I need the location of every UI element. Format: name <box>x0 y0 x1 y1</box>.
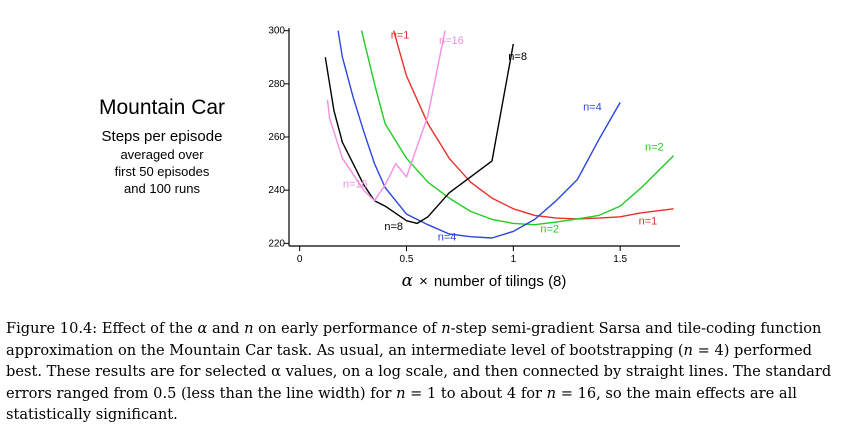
y-tick-label: 300 <box>268 26 285 37</box>
x-tick-label: 1.5 <box>613 254 627 265</box>
caption-text: = 4) performed <box>692 341 812 359</box>
figure-caption: Figure 10.4: Effect of the α and n on ea… <box>6 318 862 426</box>
y-label-line-3: first 50 episodes <box>115 164 210 179</box>
series-line-n-4 <box>337 30 621 239</box>
caption-line-1: Figure 10.4: Effect of the α and n on ea… <box>6 318 862 340</box>
caption-text: = 1 to about 4 for <box>405 384 547 402</box>
plot-area: 220 240 260 280 300 0 0.5 1 1.5 n=1 n=1 n=2 n=2 n=4… <box>268 26 680 265</box>
y-label-line-2: averaged over <box>120 147 204 162</box>
y-ticks: 220 240 260 280 300 <box>268 26 289 249</box>
caption-line-4: errors ranged from 0.5 (less than the li… <box>6 383 862 405</box>
series-label-n-4: n=4 <box>438 232 457 244</box>
series-label-n-2: n=2 <box>540 224 559 236</box>
series-labels: n=1 n=1 n=2 n=2 n=4 n=4 n=8 n=8 n=16 n=16 <box>343 30 664 244</box>
series-label-n-16: n=16 <box>439 35 464 47</box>
y-label-line-4: and 100 runs <box>124 181 200 196</box>
series-label-n-8: n=8 <box>508 51 527 63</box>
caption-text: -step semi-gradient Sarsa and tile-codin… <box>450 320 822 337</box>
caption-line-2: approximation on the Mountain Car task. … <box>6 340 862 362</box>
series-line-n-2 <box>360 30 675 226</box>
series-line-n-8 <box>324 43 514 225</box>
y-tick-label: 280 <box>268 79 285 90</box>
chart-title: Mountain Car <box>99 96 225 119</box>
y-tick-label: 240 <box>268 185 285 196</box>
series-label-n-16: n=16 <box>343 179 368 191</box>
caption-text: and <box>207 320 245 337</box>
caption-text: Figure 10.4: Effect of the <box>6 320 198 337</box>
caption-text: approximation on the Mountain Car task. … <box>6 341 684 359</box>
caption-math: n <box>683 341 693 359</box>
series-label-n-4: n=4 <box>583 101 602 113</box>
x-ticks: 0 0.5 1 1.5 <box>297 246 628 265</box>
x-label-rest: number of tilings (8) <box>434 273 567 290</box>
y-label-line-1: Steps per episode <box>102 128 223 145</box>
caption-math: n <box>244 320 254 337</box>
series-label-n-1: n=1 <box>391 30 410 42</box>
series-label-n-1: n=1 <box>639 216 658 228</box>
y-tick-label: 220 <box>268 238 285 249</box>
caption-line-3: best. These results are for selected α v… <box>6 363 832 380</box>
x-tick-label: 0.5 <box>400 254 414 265</box>
x-label-alpha: α <box>402 271 414 291</box>
caption-line-5: statistically significant. <box>6 406 178 423</box>
caption-text: on early performance of <box>253 320 442 337</box>
series-line-n-1 <box>393 30 674 220</box>
x-tick-label: 1 <box>511 254 517 265</box>
y-tick-label: 260 <box>268 132 285 143</box>
caption-math: n <box>396 384 406 402</box>
mountain-car-chart: Mountain Car Steps per episode averaged … <box>99 26 680 291</box>
chart-title-block: Mountain Car Steps per episode averaged … <box>99 96 225 196</box>
caption-text: = 16, so the main effects are all <box>556 384 797 402</box>
caption-math: n <box>441 320 451 337</box>
series-label-n-8: n=8 <box>384 221 403 233</box>
series-layer <box>324 30 675 239</box>
caption-math: n <box>546 384 557 402</box>
series-line-n-16 <box>326 30 446 202</box>
caption-text: errors ranged from 0.5 (less than the li… <box>6 384 397 402</box>
x-axis-label: α × number of tilings (8) <box>402 271 567 291</box>
x-label-times: × <box>419 273 428 290</box>
x-tick-label: 0 <box>297 254 303 265</box>
caption-math: α <box>197 320 208 337</box>
series-label-n-2: n=2 <box>645 141 664 153</box>
